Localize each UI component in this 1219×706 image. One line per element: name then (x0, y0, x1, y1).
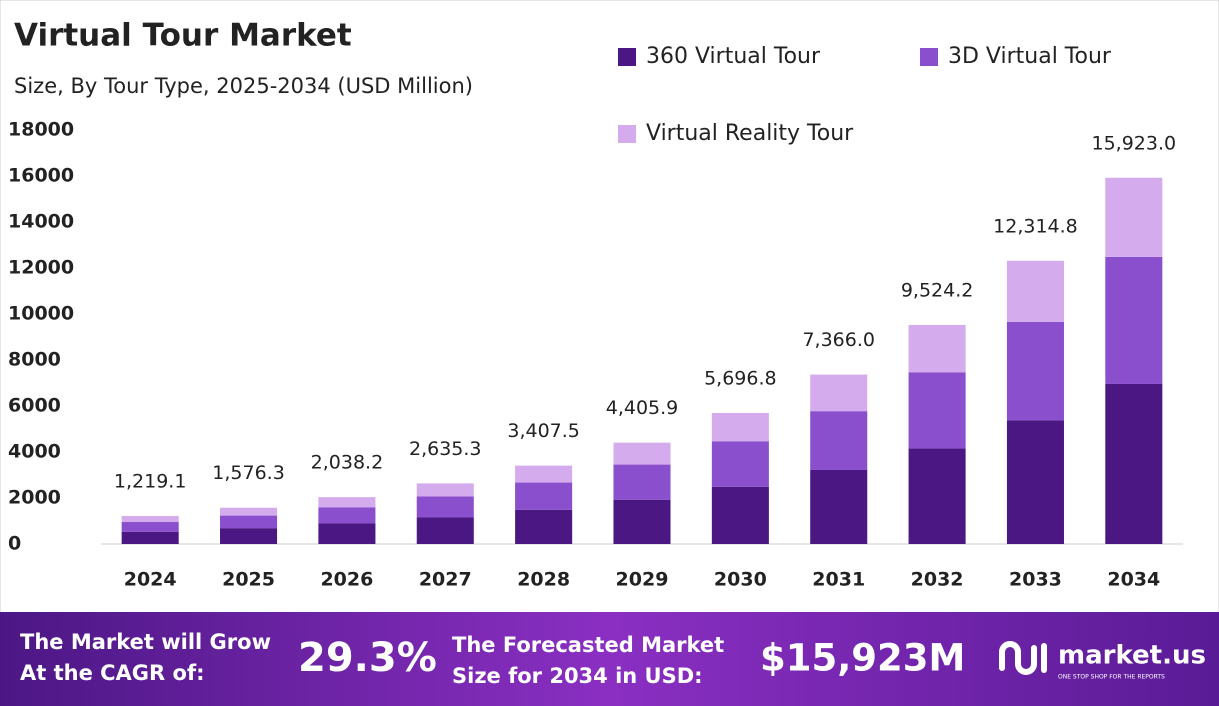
legend-swatch (920, 48, 938, 66)
bar-segment (220, 515, 278, 529)
bar-segment (711, 486, 769, 544)
y-tick-label: 8000 (8, 349, 61, 371)
y-tick-label: 16000 (8, 165, 74, 187)
y-tick-label: 0 (8, 533, 21, 555)
forecast-value: $15,923M (760, 637, 965, 680)
legend-label: Virtual Reality Tour (646, 121, 854, 146)
y-tick-label: 10000 (8, 303, 74, 325)
legend-swatch (618, 48, 636, 66)
bar-segment (318, 523, 376, 544)
x-tick-label: 2032 (911, 569, 964, 591)
cagr-label: At the CAGR of: (20, 661, 205, 685)
bar-segment (121, 531, 179, 544)
total-label: 7,366.0 (802, 329, 875, 351)
y-tick-label: 18000 (8, 119, 74, 141)
total-label: 1,576.3 (212, 462, 285, 484)
y-tick-label: 4000 (8, 441, 61, 463)
bar-segment (1105, 177, 1163, 257)
bar-segment (318, 507, 376, 524)
x-tick-label: 2024 (124, 569, 177, 591)
total-label: 2,635.3 (409, 438, 482, 460)
bar-segment (810, 469, 868, 544)
bar-segment (220, 528, 278, 544)
bar-segment (515, 465, 573, 483)
bar-segment (1006, 321, 1064, 421)
y-tick-label: 2000 (8, 487, 61, 509)
total-label: 9,524.2 (901, 279, 974, 301)
total-label: 12,314.8 (993, 215, 1078, 237)
legend-label: 3D Virtual Tour (948, 44, 1112, 69)
chart-title: Virtual Tour Market (14, 18, 352, 54)
bar-segment (810, 411, 868, 470)
bar-segment (711, 412, 769, 442)
forecast-label: Size for 2034 in USD: (452, 664, 703, 688)
x-tick-label: 2027 (419, 569, 472, 591)
total-label: 2,038.2 (311, 452, 384, 474)
x-tick-label: 2033 (1009, 569, 1062, 591)
bar-segment (1105, 256, 1163, 384)
x-tick-label: 2028 (517, 569, 570, 591)
bar-segment (908, 372, 966, 449)
bar-segment (318, 497, 376, 508)
total-label: 5,696.8 (704, 367, 777, 389)
bar-segment (121, 515, 179, 523)
legend-label: 360 Virtual Tour (646, 44, 821, 69)
bar-segment (810, 374, 868, 412)
bar-segment (613, 464, 671, 500)
bar-segment (1006, 260, 1064, 322)
bar-segment (613, 499, 671, 544)
tagline: ONE STOP SHOP FOR THE REPORTS (1058, 674, 1165, 681)
y-tick-label: 12000 (8, 257, 74, 279)
bar-segment (908, 324, 966, 373)
forecast-label: The Forecasted Market (452, 633, 724, 657)
bar-segment (515, 482, 573, 510)
logo-icon (999, 641, 1047, 675)
bar-segment (711, 441, 769, 487)
y-tick-label: 14000 (8, 211, 74, 233)
bar-segment (515, 509, 573, 544)
chart-subtitle: Size, By Tour Type, 2025-2034 (USD Milli… (14, 74, 473, 98)
bar-segment (121, 522, 179, 532)
x-tick-label: 2030 (714, 569, 767, 591)
cagr-label: The Market will Grow (20, 630, 271, 654)
bar-segment (220, 507, 278, 516)
x-tick-label: 2026 (320, 569, 373, 591)
total-label: 1,219.1 (114, 470, 187, 492)
legend-swatch (618, 125, 636, 143)
x-tick-label: 2029 (616, 569, 669, 591)
x-tick-label: 2025 (222, 569, 275, 591)
bar-segment (416, 483, 474, 497)
bar-segment (1105, 383, 1163, 544)
bar-segment (416, 496, 474, 518)
total-label: 15,923.0 (1092, 132, 1177, 154)
bar-segment (416, 517, 474, 544)
bar-segment (908, 448, 966, 544)
x-tick-label: 2034 (1107, 569, 1160, 591)
x-tick-label: 2031 (812, 569, 865, 591)
total-label: 3,407.5 (507, 420, 580, 442)
total-label: 4,405.9 (606, 397, 679, 419)
bar-segment (613, 442, 671, 465)
brand: market.us (1058, 641, 1206, 671)
cagr-value: 29.3% (298, 635, 437, 681)
bar-segment (1006, 420, 1064, 544)
y-tick-label: 6000 (8, 395, 61, 417)
